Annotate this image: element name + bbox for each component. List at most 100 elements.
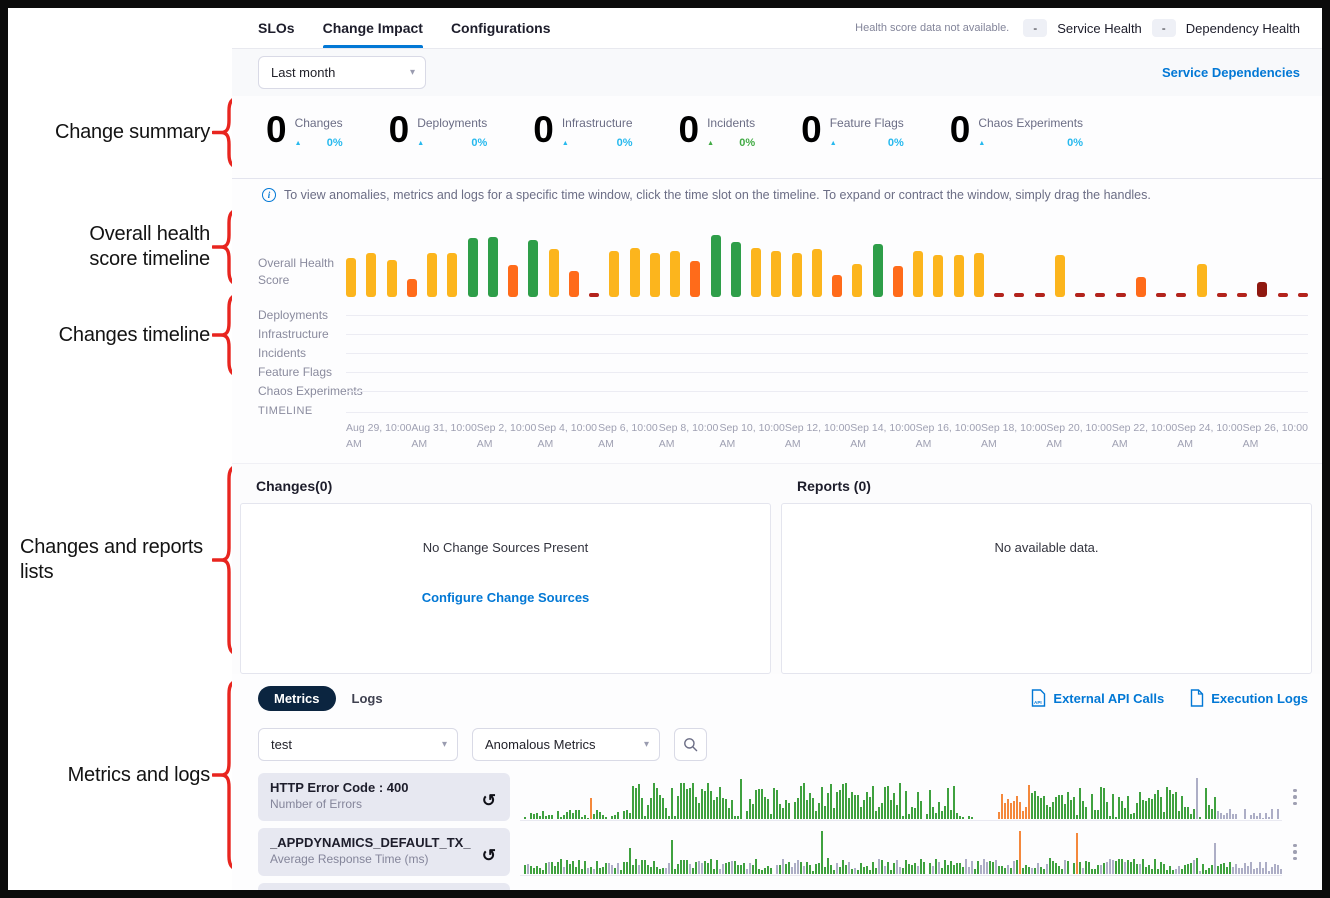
health-score-time-slot[interactable] (1075, 293, 1085, 297)
health-score-time-slot[interactable] (730, 241, 741, 297)
health-score-time-slot[interactable] (771, 251, 782, 297)
health-score-time-slot[interactable] (872, 243, 883, 297)
change-row-line (346, 371, 1308, 373)
health-score-time-slot[interactable] (1176, 293, 1187, 297)
health-score-time-slot[interactable] (447, 252, 458, 297)
tab-configurations[interactable]: Configurations (450, 20, 551, 36)
metric-type-select[interactable]: Anomalous Metrics ▾ (472, 728, 660, 761)
health-score-time-slot[interactable] (832, 274, 842, 297)
tab-metrics[interactable]: Metrics (258, 685, 336, 711)
time-range-select[interactable]: Last month ▾ (258, 56, 426, 89)
tab-slos[interactable]: SLOs (258, 20, 295, 36)
annotation-label: Overall health score timeline (89, 223, 210, 270)
health-score-time-slot[interactable] (568, 271, 579, 297)
metric-sparkline-appdynamics-default-tx[interactable] (520, 828, 1282, 876)
health-score-time-slot[interactable] (791, 253, 802, 297)
health-score-time-slot[interactable] (1135, 276, 1146, 297)
change-row-label: Infrastructure (258, 326, 329, 341)
metric-sparkline-http-error-400[interactable] (520, 773, 1282, 821)
health-score-time-slot[interactable] (1297, 293, 1308, 297)
execution-logs-link[interactable]: Execution Logs (1190, 689, 1308, 707)
reports-empty-panel: No available data. (781, 503, 1312, 674)
service-dependencies-link[interactable]: Service Dependencies (1161, 65, 1300, 80)
health-score-time-slot[interactable] (1095, 293, 1106, 297)
health-score-time-slot[interactable] (366, 253, 377, 297)
health-score-time-slot[interactable] (751, 247, 761, 297)
annotation-overall-health-score-timeline: Overall health score timeline (8, 207, 240, 287)
health-score-time-slot[interactable] (386, 260, 397, 297)
annotation-brace (212, 679, 240, 871)
health-score-time-slot[interactable] (589, 293, 599, 297)
change-row-line (346, 390, 1308, 392)
timeline-tick: Aug 29, 10:00 AM (346, 422, 412, 450)
change-row-infrastructure: Infrastructure (232, 324, 1322, 343)
health-score-time-slot[interactable] (427, 253, 437, 297)
health-score-time-slot[interactable] (670, 251, 680, 297)
change-row-incidents: Incidents (232, 343, 1322, 362)
tab-change-impact[interactable]: Change Impact (322, 8, 424, 48)
health-score-time-slot[interactable] (710, 234, 721, 297)
external-api-calls-link[interactable]: API External API Calls (1031, 689, 1164, 707)
annotation-label: Changes and reports lists (20, 536, 203, 583)
health-score-time-slot[interactable] (1156, 293, 1166, 297)
timeline-tick: Sep 18, 10:00 AM (981, 422, 1047, 450)
health-score-time-slot[interactable] (487, 236, 498, 297)
health-score-time-slot[interactable] (852, 264, 863, 297)
stat-value: 0 (533, 109, 554, 150)
tab-logs[interactable]: Logs (351, 690, 383, 706)
health-score-time-slot[interactable] (528, 240, 539, 297)
health-score-time-slot[interactable] (953, 255, 964, 297)
service-filter-select[interactable]: test ▾ (258, 728, 458, 761)
metric-menu-kebab-icon[interactable] (1282, 828, 1308, 876)
health-score-time-slot[interactable] (548, 248, 559, 297)
health-score-time-slot[interactable] (1237, 293, 1247, 297)
health-score-time-slot[interactable] (973, 252, 984, 297)
health-score-time-slot[interactable] (467, 238, 478, 297)
timeline-axis-line (346, 412, 1308, 413)
health-legend-note: Health score data not available. (855, 22, 1010, 34)
health-score-time-slot[interactable] (1014, 293, 1025, 297)
metric-card-http-error-400[interactable]: HTTP Error Code : 400 Number of Errors ↺ (258, 773, 510, 821)
stat-percent: 0% (739, 137, 756, 149)
health-score-time-slot[interactable] (811, 249, 822, 297)
health-score-time-slot[interactable] (1277, 293, 1288, 297)
health-score-time-slot[interactable] (933, 255, 944, 297)
refresh-icon[interactable]: ↺ (481, 790, 496, 810)
chevron-down-icon: ▾ (409, 67, 415, 78)
timeline-tick: Sep 12, 10:00 AM (784, 422, 851, 450)
change-row-line (346, 352, 1308, 354)
health-score-time-slot[interactable] (346, 258, 356, 297)
stat-value: 0 (266, 109, 287, 150)
health-score-time-slot[interactable] (1257, 282, 1268, 297)
search-icon (684, 738, 698, 752)
health-score-time-slot[interactable] (1216, 293, 1227, 297)
health-score-time-slot[interactable] (406, 278, 417, 297)
changes-empty-text: No Change Sources Present (422, 540, 589, 555)
metric-card-appdynamics-default-tx[interactable]: _APPDYNAMICS_DEFAULT_TX_ Average Respons… (258, 828, 510, 876)
search-button[interactable] (674, 728, 707, 761)
health-score-time-slot[interactable] (1196, 264, 1207, 297)
health-score-time-slot[interactable] (649, 253, 660, 297)
health-score-time-slot[interactable] (913, 250, 923, 297)
health-score-time-slot[interactable] (994, 293, 1004, 297)
info-banner-text: To view anomalies, metrics and logs for … (284, 188, 1151, 202)
stat-percent: 0% (326, 137, 343, 149)
next-metric-card-partial (258, 883, 510, 890)
health-score-time-slot[interactable] (1034, 293, 1045, 297)
chevron-down-icon: ▾ (441, 739, 447, 750)
health-score-time-slot[interactable] (892, 265, 903, 297)
configure-change-sources-link[interactable]: Configure Change Sources (421, 590, 590, 605)
metric-title: HTTP Error Code : 400 (270, 780, 409, 795)
health-score-time-slot[interactable] (609, 251, 620, 297)
refresh-icon[interactable]: ↺ (481, 845, 496, 865)
health-score-time-slot[interactable] (1115, 293, 1126, 297)
info-banner: i To view anomalies, metrics and logs fo… (232, 179, 1322, 202)
health-score-time-slot[interactable] (508, 265, 518, 297)
health-score-time-slot[interactable] (629, 247, 640, 297)
health-score-time-slot[interactable] (690, 260, 701, 297)
metric-menu-kebab-icon[interactable] (1282, 773, 1308, 821)
change-stat-changes: 0 Changes ▲ 0% (266, 109, 343, 150)
health-score-time-slot[interactable] (1054, 255, 1065, 297)
stat-label: Chaos Experiments (978, 116, 1084, 130)
